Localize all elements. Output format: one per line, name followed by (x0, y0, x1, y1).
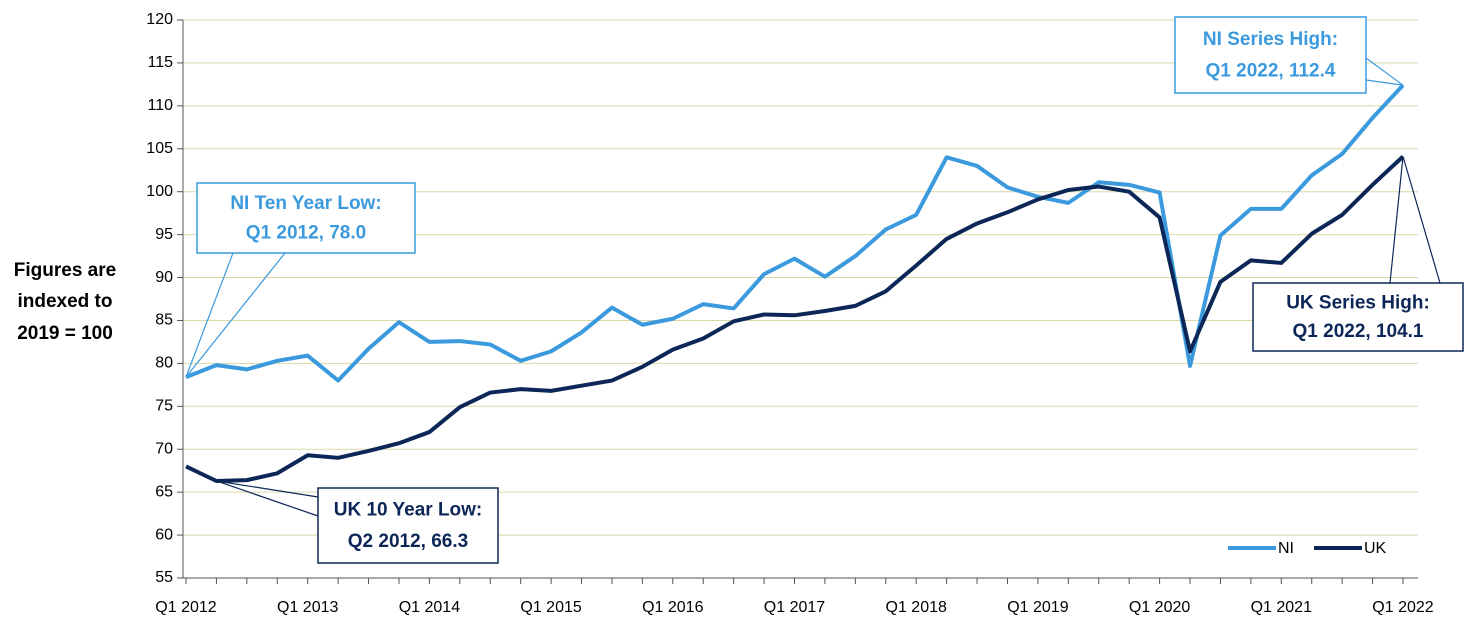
y-tick-label: 100 (146, 183, 173, 200)
y-tick-label: 95 (155, 226, 173, 243)
y-tick-label: 55 (155, 569, 173, 586)
callout-pointer (185, 252, 234, 378)
x-tick-label: Q1 2016 (642, 599, 703, 616)
y-tick-label: 115 (147, 54, 173, 71)
callout-box (1174, 16, 1367, 94)
series-line (185, 155, 1405, 483)
y-label: 2019 = 100 (17, 323, 113, 344)
y-tick-label: 120 (146, 11, 173, 28)
callout-text: Q1 2012, 78.0 (246, 222, 366, 243)
y-tick-label: 90 (155, 269, 173, 286)
callout-text: NI Ten Year Low: (230, 193, 381, 214)
callout-text: UK 10 Year Low: (334, 500, 483, 521)
x-tick-label: Q1 2022 (1372, 599, 1433, 616)
callout-text: NI Series High: (1203, 29, 1338, 50)
callout-text: Q1 2022, 104.1 (1293, 321, 1424, 342)
y-tick-label: 110 (147, 97, 173, 114)
callout-text: UK Series High: (1286, 292, 1430, 313)
x-tick-label: Q1 2018 (886, 599, 947, 616)
callout-box (1252, 282, 1464, 352)
callout-box (317, 487, 499, 564)
y-tick-label: 60 (155, 526, 173, 543)
y-tick-label: 105 (146, 140, 173, 157)
callout-pointer (1365, 57, 1404, 86)
callout-pointer (1365, 79, 1404, 86)
y-tick-label: 70 (155, 440, 173, 457)
callout-pointer (185, 252, 286, 378)
callout-pointer (1402, 156, 1441, 284)
x-tick-label: Q1 2015 (520, 599, 581, 616)
callout-text: Q1 2022, 112.4 (1206, 61, 1336, 82)
callout-text: Q2 2012, 66.3 (348, 531, 468, 552)
x-tick-label: Q1 2014 (399, 599, 460, 616)
y-tick-label: 85 (155, 312, 173, 329)
callout-box (196, 182, 416, 254)
y-tick-label: 75 (155, 398, 173, 415)
y-label: indexed to (17, 291, 112, 312)
x-tick-label: Q1 2017 (764, 599, 825, 616)
x-tick-label: Q1 2013 (277, 599, 338, 616)
callout-pointer (216, 480, 319, 517)
y-tick-label: 65 (155, 483, 173, 500)
x-tick-label: Q1 2019 (1007, 599, 1068, 616)
x-tick-label: Q1 2012 (155, 599, 216, 616)
legend-label: UK (1364, 540, 1387, 557)
y-label: Figures are (14, 260, 116, 281)
callout-pointer (216, 480, 319, 498)
callout-pointer (1389, 156, 1404, 284)
series-line (185, 83, 1405, 383)
x-tick-label: Q1 2021 (1251, 599, 1312, 616)
legend-label: NI (1278, 540, 1294, 557)
y-tick-label: 80 (155, 355, 173, 372)
x-tick-label: Q1 2020 (1129, 599, 1190, 616)
